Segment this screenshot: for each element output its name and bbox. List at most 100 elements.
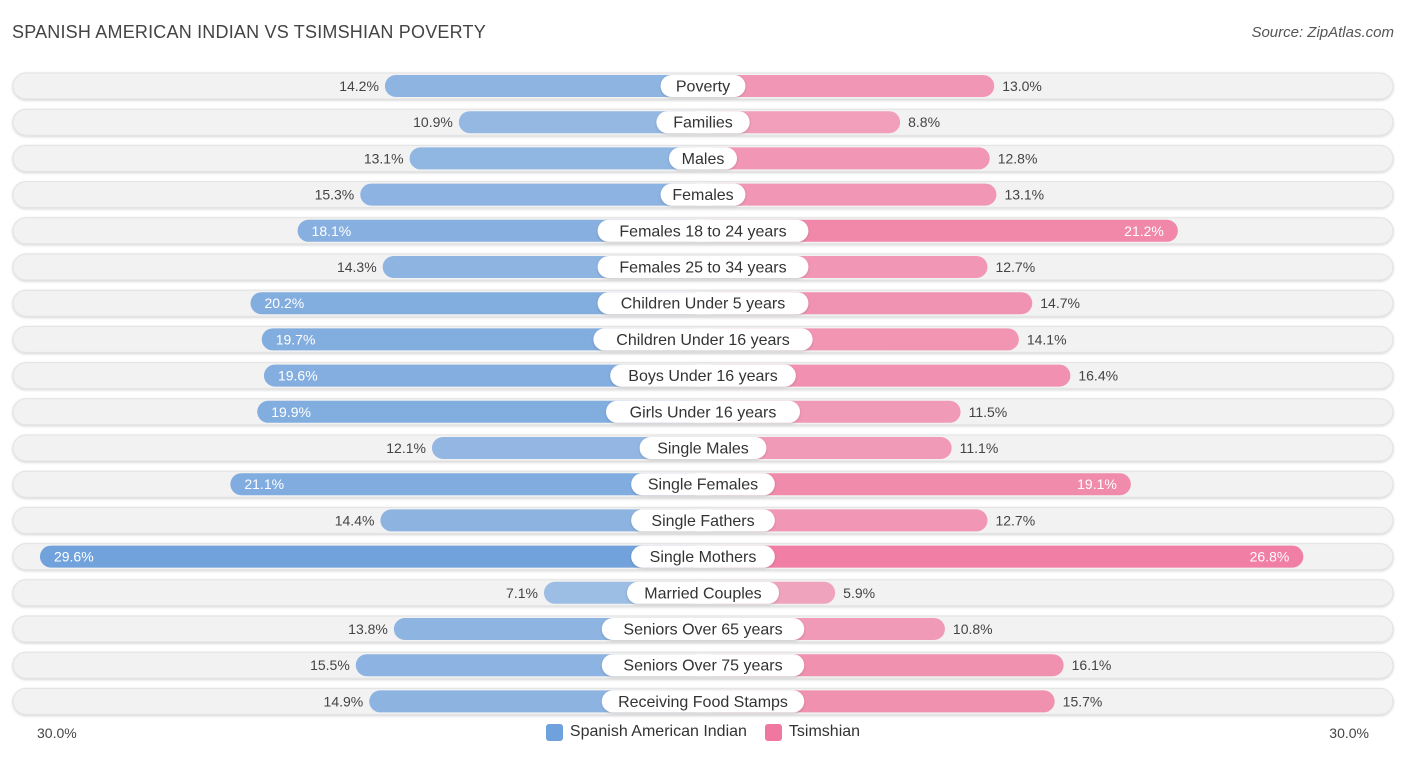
bar-tsimshian xyxy=(701,183,997,206)
category-label: Females 25 to 34 years xyxy=(619,260,786,277)
category-pill xyxy=(606,400,800,423)
chart-row: 18.1% 21.2% Females 18 to 24 years xyxy=(12,217,1394,245)
chart-row: 19.6% 16.4% Boys Under 16 years xyxy=(12,362,1394,390)
category-pill xyxy=(631,545,775,568)
category-pill xyxy=(660,75,746,97)
category-pill xyxy=(593,328,813,351)
source-note: Source: ZipAtlas.com xyxy=(1251,24,1394,41)
value-label-spanish-american-indian: 21.1% xyxy=(244,476,284,492)
value-label-spanish-american-indian: 15.3% xyxy=(315,187,355,203)
bar-spanish-american-indian xyxy=(431,437,705,459)
bar-spanish-american-indian xyxy=(250,292,705,315)
value-label-tsimshian: 12.7% xyxy=(995,259,1035,275)
chart-row: 14.9% 15.7% Receiving Food Stamps xyxy=(12,687,1394,715)
value-label-tsimshian: 5.9% xyxy=(843,585,875,601)
chart-row: 13.1% 12.8% Males xyxy=(12,144,1394,172)
bar-spanish-american-indian xyxy=(409,147,705,170)
bar-spanish-american-indian xyxy=(261,328,705,351)
bar-spanish-american-indian xyxy=(257,400,705,423)
legend-item-tsimshian[interactable]: Tsimshian xyxy=(764,723,861,741)
value-label-tsimshian: 13.1% xyxy=(1004,187,1044,203)
value-label-tsimshian: 11.1% xyxy=(960,440,999,456)
chart-row: 19.7% 14.1% Children Under 16 years xyxy=(12,325,1394,353)
category-pill xyxy=(656,111,750,134)
value-label-tsimshian: 15.7% xyxy=(1063,693,1103,709)
legend-label: Spanish American Indian xyxy=(569,723,747,740)
category-pill xyxy=(639,437,767,459)
value-label-spanish-american-indian: 7.1% xyxy=(506,585,538,601)
value-label-spanish-american-indian: 29.6% xyxy=(54,549,94,565)
bar-spanish-american-indian xyxy=(230,473,706,496)
legend-label: Tsimshian xyxy=(788,723,861,740)
category-pill xyxy=(601,690,805,713)
value-label-spanish-american-indian: 14.4% xyxy=(335,512,375,528)
category-pill xyxy=(669,147,737,170)
axis-left-label: 30.0% xyxy=(37,725,77,741)
category-label: Seniors Over 65 years xyxy=(623,622,782,639)
value-label-tsimshian: 13.0% xyxy=(1002,78,1042,94)
category-pill xyxy=(597,292,809,315)
chart-row: 21.1% 19.1% Single Females xyxy=(12,470,1394,498)
legend-item-spanish-american-indian[interactable]: Spanish American Indian xyxy=(545,723,747,741)
value-label-spanish-american-indian: 20.2% xyxy=(265,295,305,311)
value-label-spanish-american-indian: 13.8% xyxy=(348,621,388,637)
category-label: Children Under 16 years xyxy=(616,332,789,349)
value-label-spanish-american-indian: 15.5% xyxy=(310,657,350,673)
category-pill xyxy=(597,219,809,242)
bar-spanish-american-indian xyxy=(380,509,705,532)
legend-swatch-icon xyxy=(545,723,563,741)
chart-title: SPANISH AMERICAN INDIAN VS TSIMSHIAN POV… xyxy=(12,22,486,42)
category-label: Females xyxy=(672,187,733,204)
chart-row: 19.9% 11.5% Girls Under 16 years xyxy=(12,398,1394,426)
value-label-spanish-american-indian: 19.7% xyxy=(276,331,316,347)
value-label-spanish-american-indian: 18.1% xyxy=(312,223,352,239)
value-label-tsimshian: 12.7% xyxy=(995,512,1035,528)
category-label: Girls Under 16 years xyxy=(630,404,777,421)
bar-spanish-american-indian xyxy=(263,364,705,387)
chart-row: 15.5% 16.1% Seniors Over 75 years xyxy=(12,651,1394,679)
category-label: Single Females xyxy=(648,477,758,494)
category-pill xyxy=(631,473,775,496)
category-label: Single Males xyxy=(657,441,749,458)
category-pill xyxy=(601,654,805,677)
category-label: Children Under 5 years xyxy=(621,296,786,313)
bar-spanish-american-indian xyxy=(360,183,705,206)
chart-row: 29.6% 26.8% Single Mothers xyxy=(12,543,1394,571)
bar-tsimshian xyxy=(701,75,995,97)
value-label-tsimshian: 16.1% xyxy=(1072,657,1112,673)
category-pill xyxy=(610,364,796,387)
chart-row: 15.3% 13.1% Females xyxy=(12,181,1394,209)
chart-row: 13.8% 10.8% Seniors Over 65 years xyxy=(12,615,1394,643)
category-label: Boys Under 16 years xyxy=(628,368,777,385)
category-label: Males xyxy=(682,151,725,168)
chart-row: 12.1% 11.1% Single Males xyxy=(12,434,1394,462)
bar-tsimshian xyxy=(701,219,1178,242)
value-label-tsimshian: 12.8% xyxy=(998,150,1038,166)
value-label-spanish-american-indian: 19.6% xyxy=(278,368,318,384)
category-label: Single Mothers xyxy=(650,549,757,566)
value-label-spanish-american-indian: 14.2% xyxy=(339,78,379,94)
chart-row: 20.2% 14.7% Children Under 5 years xyxy=(12,289,1394,317)
value-label-tsimshian: 11.5% xyxy=(969,404,1008,420)
bar-spanish-american-indian xyxy=(384,75,705,97)
value-label-spanish-american-indian: 12.1% xyxy=(386,440,426,456)
legend-swatch-icon xyxy=(764,723,782,741)
value-label-tsimshian: 26.8% xyxy=(1250,549,1290,565)
bar-tsimshian xyxy=(701,545,1304,568)
category-label: Married Couples xyxy=(644,585,761,602)
legend: Spanish American Indian Tsimshian xyxy=(0,723,1406,741)
value-label-spanish-american-indian: 10.9% xyxy=(413,114,453,130)
category-label: Poverty xyxy=(676,79,730,96)
category-label: Families xyxy=(673,115,733,132)
value-label-spanish-american-indian: 14.9% xyxy=(324,693,364,709)
value-label-tsimshian: 10.8% xyxy=(953,621,993,637)
value-label-tsimshian: 19.1% xyxy=(1077,476,1117,492)
category-label: Receiving Food Stamps xyxy=(618,694,788,711)
value-label-tsimshian: 14.1% xyxy=(1027,331,1067,347)
bar-tsimshian xyxy=(701,147,990,170)
chart-row: 10.9% 8.8% Families xyxy=(12,108,1394,136)
chart-row: 14.3% 12.7% Females 25 to 34 years xyxy=(12,253,1394,281)
bar-spanish-american-indian xyxy=(39,545,705,568)
value-label-spanish-american-indian: 13.1% xyxy=(364,150,404,166)
